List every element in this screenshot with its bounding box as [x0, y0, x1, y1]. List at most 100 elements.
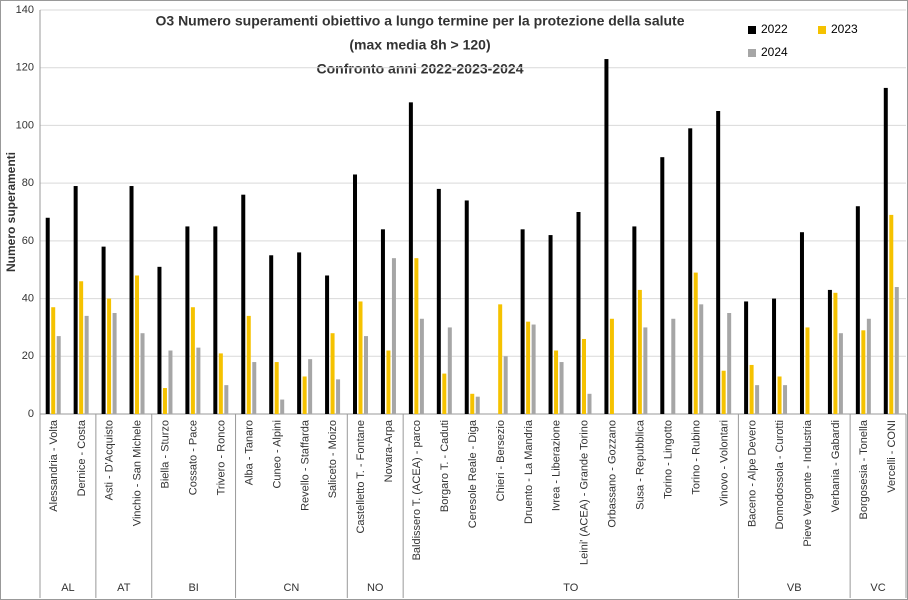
bar [84, 315, 89, 414]
legend-label: 2024 [761, 45, 788, 59]
bar [280, 399, 285, 414]
x-tick-label: Alba - Tanaro [243, 420, 255, 485]
x-tick-label: Cuneo - Alpini [271, 420, 283, 489]
bar [162, 388, 167, 414]
bar [79, 281, 84, 414]
x-tick-label: Leini' (ACEA) - Grande Torino [579, 420, 591, 565]
legend-label: 2023 [831, 22, 858, 36]
bar [269, 255, 274, 414]
y-tick-label: 40 [22, 292, 34, 304]
y-tick-label: 120 [16, 62, 34, 74]
y-tick-label: 20 [22, 350, 34, 362]
bar [548, 235, 553, 414]
chart-title: (max media 8h > 120) [349, 37, 490, 53]
bar [805, 327, 810, 414]
x-tick-label: Vinovo - Volontari [718, 420, 730, 506]
bar [45, 217, 50, 414]
x-tick-label: Cossato - Pace [188, 420, 200, 495]
bar [358, 301, 363, 414]
bar [721, 370, 726, 414]
bar [157, 266, 162, 414]
bar [308, 359, 313, 414]
bar [408, 102, 413, 414]
bar [799, 232, 804, 414]
y-tick-label: 80 [22, 177, 34, 189]
bar [749, 364, 754, 414]
bar [241, 194, 246, 414]
bar [129, 186, 134, 414]
bar [559, 362, 564, 414]
x-tick-label: Dernice - Costa [76, 419, 88, 496]
x-tick-label: Ivrea - Liberazione [551, 420, 563, 511]
bar [107, 298, 112, 414]
group-label: BI [188, 582, 198, 594]
bar [436, 188, 441, 414]
group-label: TO [563, 582, 579, 594]
group-label: VC [870, 582, 885, 594]
bar [772, 298, 777, 414]
group-label: CN [283, 582, 299, 594]
y-axis-label: Numero superamenti [4, 152, 18, 272]
x-tick-label: Trivero - Ronco [215, 420, 227, 495]
chart-title: O3 Numero superamenti obiettivo a lungo … [156, 13, 685, 29]
bar [838, 333, 843, 414]
bar [693, 272, 698, 414]
bar [246, 315, 251, 414]
bar [391, 258, 396, 414]
bar [101, 246, 106, 414]
bar [364, 336, 369, 414]
bar [531, 324, 536, 414]
group-label: AL [61, 582, 74, 594]
bar [604, 59, 609, 415]
x-tick-label: Saliceto - Moizo [327, 420, 339, 498]
x-tick-label: Baceno - Alpe Devero [746, 420, 758, 527]
bar [297, 252, 302, 414]
x-tick-label: Novara-Arpa [383, 419, 395, 482]
bar [889, 214, 894, 414]
group-label: VB [787, 582, 802, 594]
bar [526, 321, 531, 414]
bar [609, 318, 614, 414]
x-tick-label: Castelletto T. - Fontane [355, 420, 367, 534]
bar [213, 226, 218, 414]
bar [699, 304, 704, 414]
x-tick-label: Orbassano - Gozzano [607, 420, 619, 528]
bar [185, 226, 190, 414]
bar [73, 186, 78, 414]
bar [140, 333, 145, 414]
x-tick-label: Pieve Vergonte - Industria [802, 419, 814, 546]
bar [252, 362, 257, 414]
bar [51, 307, 56, 414]
bar [554, 350, 559, 414]
bar [883, 87, 888, 415]
y-tick-label: 140 [16, 4, 34, 16]
bar [855, 206, 860, 414]
bar [660, 157, 665, 414]
x-tick-label: Torino - Rubino [690, 420, 702, 495]
bar [414, 258, 419, 414]
bar [503, 356, 508, 414]
bar [168, 350, 173, 414]
bar [716, 111, 721, 414]
x-tick-label: Chieri - Bersezio [495, 420, 507, 501]
x-tick-label: Biella - Sturzo [160, 420, 172, 488]
bar [727, 313, 732, 414]
bar [442, 373, 447, 414]
x-tick-label: Druento - La Mandria [523, 419, 535, 524]
x-tick-label: Torino - Lingotto [662, 420, 674, 499]
x-tick-label: Domodossola - Curotti [774, 420, 786, 529]
legend-label: 2022 [761, 22, 788, 36]
group-label: AT [117, 582, 131, 594]
bar [688, 128, 693, 415]
bar [135, 275, 140, 414]
x-tick-label: Baldissero T. (ACEA) - parco [411, 420, 423, 560]
x-tick-label: Borgaro T. - Caduti [439, 420, 451, 512]
bar [386, 350, 391, 414]
bar [576, 212, 581, 414]
bar [274, 362, 279, 414]
bar [671, 318, 676, 414]
x-tick-label: Susa - Repubblica [635, 419, 647, 510]
bar [581, 338, 586, 414]
bar [755, 385, 760, 414]
